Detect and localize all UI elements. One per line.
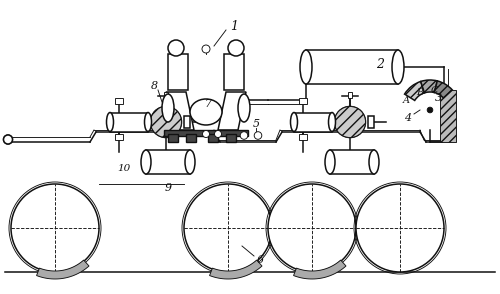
Ellipse shape — [141, 150, 151, 174]
Bar — [306, 50, 398, 84]
Circle shape — [268, 184, 356, 272]
Ellipse shape — [144, 113, 152, 131]
Text: 4: 4 — [404, 113, 411, 123]
Circle shape — [4, 135, 13, 144]
Wedge shape — [420, 80, 438, 93]
Text: A: A — [402, 96, 409, 104]
Bar — [164, 92, 168, 98]
Ellipse shape — [290, 113, 298, 131]
Text: 2: 2 — [376, 58, 384, 71]
Bar — [168, 134, 178, 142]
Bar — [299, 98, 307, 104]
Ellipse shape — [185, 150, 195, 174]
Bar — [146, 150, 190, 174]
Polygon shape — [210, 260, 262, 279]
Circle shape — [202, 45, 210, 53]
Text: 9: 9 — [164, 183, 172, 193]
Bar — [294, 113, 332, 131]
Bar — [208, 134, 218, 142]
Circle shape — [254, 132, 262, 139]
Circle shape — [150, 106, 182, 138]
Wedge shape — [434, 81, 452, 98]
Bar — [368, 116, 374, 128]
Text: 10: 10 — [118, 163, 130, 173]
Circle shape — [214, 131, 222, 138]
Circle shape — [11, 184, 99, 272]
Wedge shape — [334, 106, 366, 138]
Ellipse shape — [328, 113, 336, 131]
Polygon shape — [166, 92, 194, 130]
Bar — [110, 113, 148, 131]
Bar — [186, 134, 196, 142]
Text: 6: 6 — [256, 255, 264, 265]
Circle shape — [168, 40, 184, 56]
Ellipse shape — [106, 113, 114, 131]
Bar — [168, 54, 188, 90]
Bar — [440, 90, 456, 142]
Text: 8: 8 — [150, 81, 158, 91]
Circle shape — [184, 184, 272, 272]
Ellipse shape — [162, 94, 174, 122]
Ellipse shape — [238, 94, 250, 122]
Text: B: B — [416, 88, 424, 96]
Ellipse shape — [190, 99, 222, 125]
Bar — [115, 134, 123, 140]
Text: 5: 5 — [252, 119, 260, 129]
Bar — [299, 134, 307, 140]
Wedge shape — [150, 106, 182, 138]
Ellipse shape — [369, 150, 379, 174]
Ellipse shape — [325, 150, 335, 174]
Polygon shape — [36, 260, 89, 279]
Bar — [115, 98, 123, 104]
Ellipse shape — [300, 50, 312, 84]
Bar — [224, 54, 244, 90]
Circle shape — [334, 106, 366, 138]
Polygon shape — [294, 260, 346, 279]
Text: 7: 7 — [204, 99, 212, 109]
Bar — [226, 134, 236, 142]
Circle shape — [202, 131, 209, 138]
Circle shape — [240, 132, 248, 139]
Text: 1: 1 — [230, 19, 238, 33]
Bar — [330, 150, 374, 174]
Bar — [164, 130, 248, 136]
Circle shape — [228, 40, 244, 56]
Bar — [348, 92, 352, 98]
Ellipse shape — [392, 50, 404, 84]
Bar — [184, 116, 190, 128]
Circle shape — [427, 107, 433, 113]
Polygon shape — [218, 92, 246, 130]
Text: 3: 3 — [434, 93, 442, 103]
Circle shape — [4, 135, 13, 144]
Text: C: C — [430, 86, 438, 94]
Wedge shape — [404, 81, 424, 101]
Circle shape — [356, 184, 444, 272]
